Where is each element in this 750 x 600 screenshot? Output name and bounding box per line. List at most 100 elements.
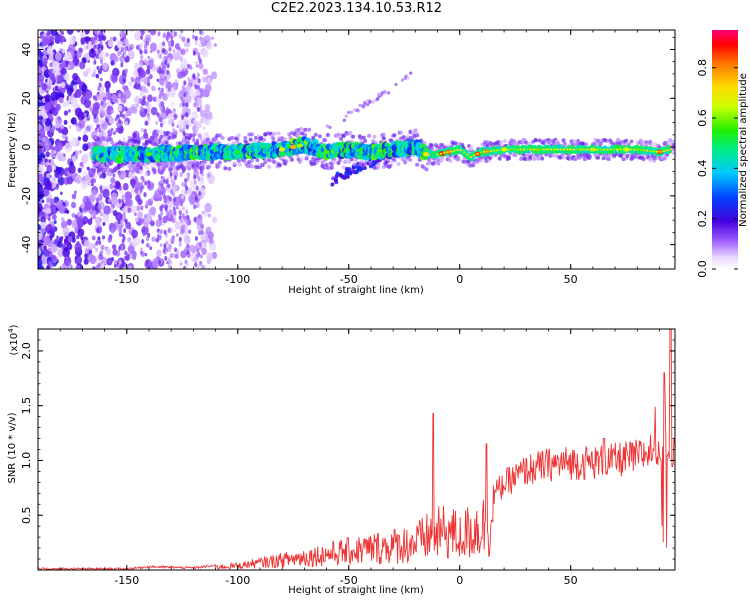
heatmap-cell [629,139,634,144]
heatmap-cell [142,96,146,102]
heatmap-cell [164,255,168,261]
heatmap-cell [121,207,125,213]
heatmap-cell [296,143,304,148]
heatmap-cell [162,47,166,53]
heatmap-cell [218,133,222,138]
heatmap-cell [118,185,122,191]
heatmap-cell [102,30,107,36]
heatmap-cell [68,64,71,69]
heatmap-cell [540,156,545,161]
heatmap-cell [198,42,202,48]
heatmap-cell [599,148,603,151]
heatmap-cell [343,159,348,164]
heatmap-cell [159,122,163,128]
heatmap-cell [143,185,146,189]
heatmap-cell [499,148,503,151]
heatmap-cell [166,107,170,113]
heatmap-cell [38,231,43,241]
heatmap-cell [167,264,171,269]
heatmap-cell [227,166,232,171]
heatmap-cell [163,198,167,204]
heatmap-cell [148,140,153,145]
heatmap-cell [168,46,172,52]
heatmap-cell [112,36,117,42]
heatmap-cell [63,255,72,266]
heatmap-cell [235,136,240,141]
heatmap-cell [381,136,386,141]
heatmap-cell [38,128,46,139]
heatmap-cell [170,101,174,107]
heatmap-cell [272,131,277,136]
heatmap-cell [39,33,45,40]
heatmap-cell [125,221,132,230]
heatmap-cell [127,237,132,243]
heatmap-cell [94,130,98,136]
heatmap-cell [203,68,209,76]
heatmap-cell [188,193,196,204]
heatmap-cell [565,148,569,151]
heatmap-cell [267,158,272,163]
heatmap-cell [111,74,118,83]
heatmap-cell [332,159,337,164]
heatmap-cell [572,148,576,151]
heatmap-cell [164,80,168,86]
heatmap-cell [476,152,479,155]
heatmap-cell [185,185,189,191]
heatmap-cell [139,250,143,256]
heatmap-cell [105,52,109,57]
heatmap-cell [180,194,184,200]
heatmap-cell [93,44,97,50]
heatmap-cell [105,41,108,45]
heatmap-cell [203,162,208,167]
heatmap-cell [192,137,196,143]
heatmap-cell [361,105,366,109]
heatmap-cell [232,161,237,166]
heatmap-cell [522,148,526,151]
heatmap-cell [164,140,169,145]
heatmap-cell [128,80,133,87]
heatmap-cell [66,176,74,185]
heatmap-cell [492,149,496,152]
heatmap-cell [625,153,630,158]
heatmap-cell [147,116,151,122]
heatmap-cell [97,30,101,35]
heatmap-cell [97,204,101,210]
heatmap-cell [73,190,77,195]
heatmap-cell [173,210,177,216]
heatmap-cell [146,36,150,42]
heatmap-cell [187,229,192,234]
heatmap-cell [575,148,579,151]
heatmap-cell [191,110,199,120]
heatmap-cell [559,148,563,151]
heatmap-cell [399,130,404,135]
heatmap-cell [159,90,163,96]
heatmap-cell [162,107,166,113]
heatmap-cell [204,140,209,145]
heatmap-cell [111,244,117,250]
heatmap-cell [200,229,204,235]
heatmap-cell [166,31,170,37]
heatmap-cell [526,148,529,151]
heatmap-cell [47,113,53,120]
heatmap-cell [99,185,103,191]
heatmap-cell [123,52,127,58]
heatmap-cell [134,181,142,191]
heatmap-cell [207,213,212,218]
heatmap-cell [48,260,53,267]
heatmap-cell [98,47,102,53]
heatmap-cell [46,46,54,55]
heatmap-cell [102,96,107,102]
heatmap-cell [117,118,121,124]
heatmap-cell [131,229,138,239]
heatmap-cell [84,200,93,211]
heatmap-cell [415,133,420,138]
heatmap-cell [49,62,54,68]
heatmap-cell [93,215,96,220]
heatmap-cell [43,245,47,251]
heatmap-cell [174,79,178,84]
heatmap-cell [456,148,459,151]
heatmap-cell [640,139,645,144]
heatmap-cell [165,179,169,185]
heatmap-cell [71,155,77,163]
